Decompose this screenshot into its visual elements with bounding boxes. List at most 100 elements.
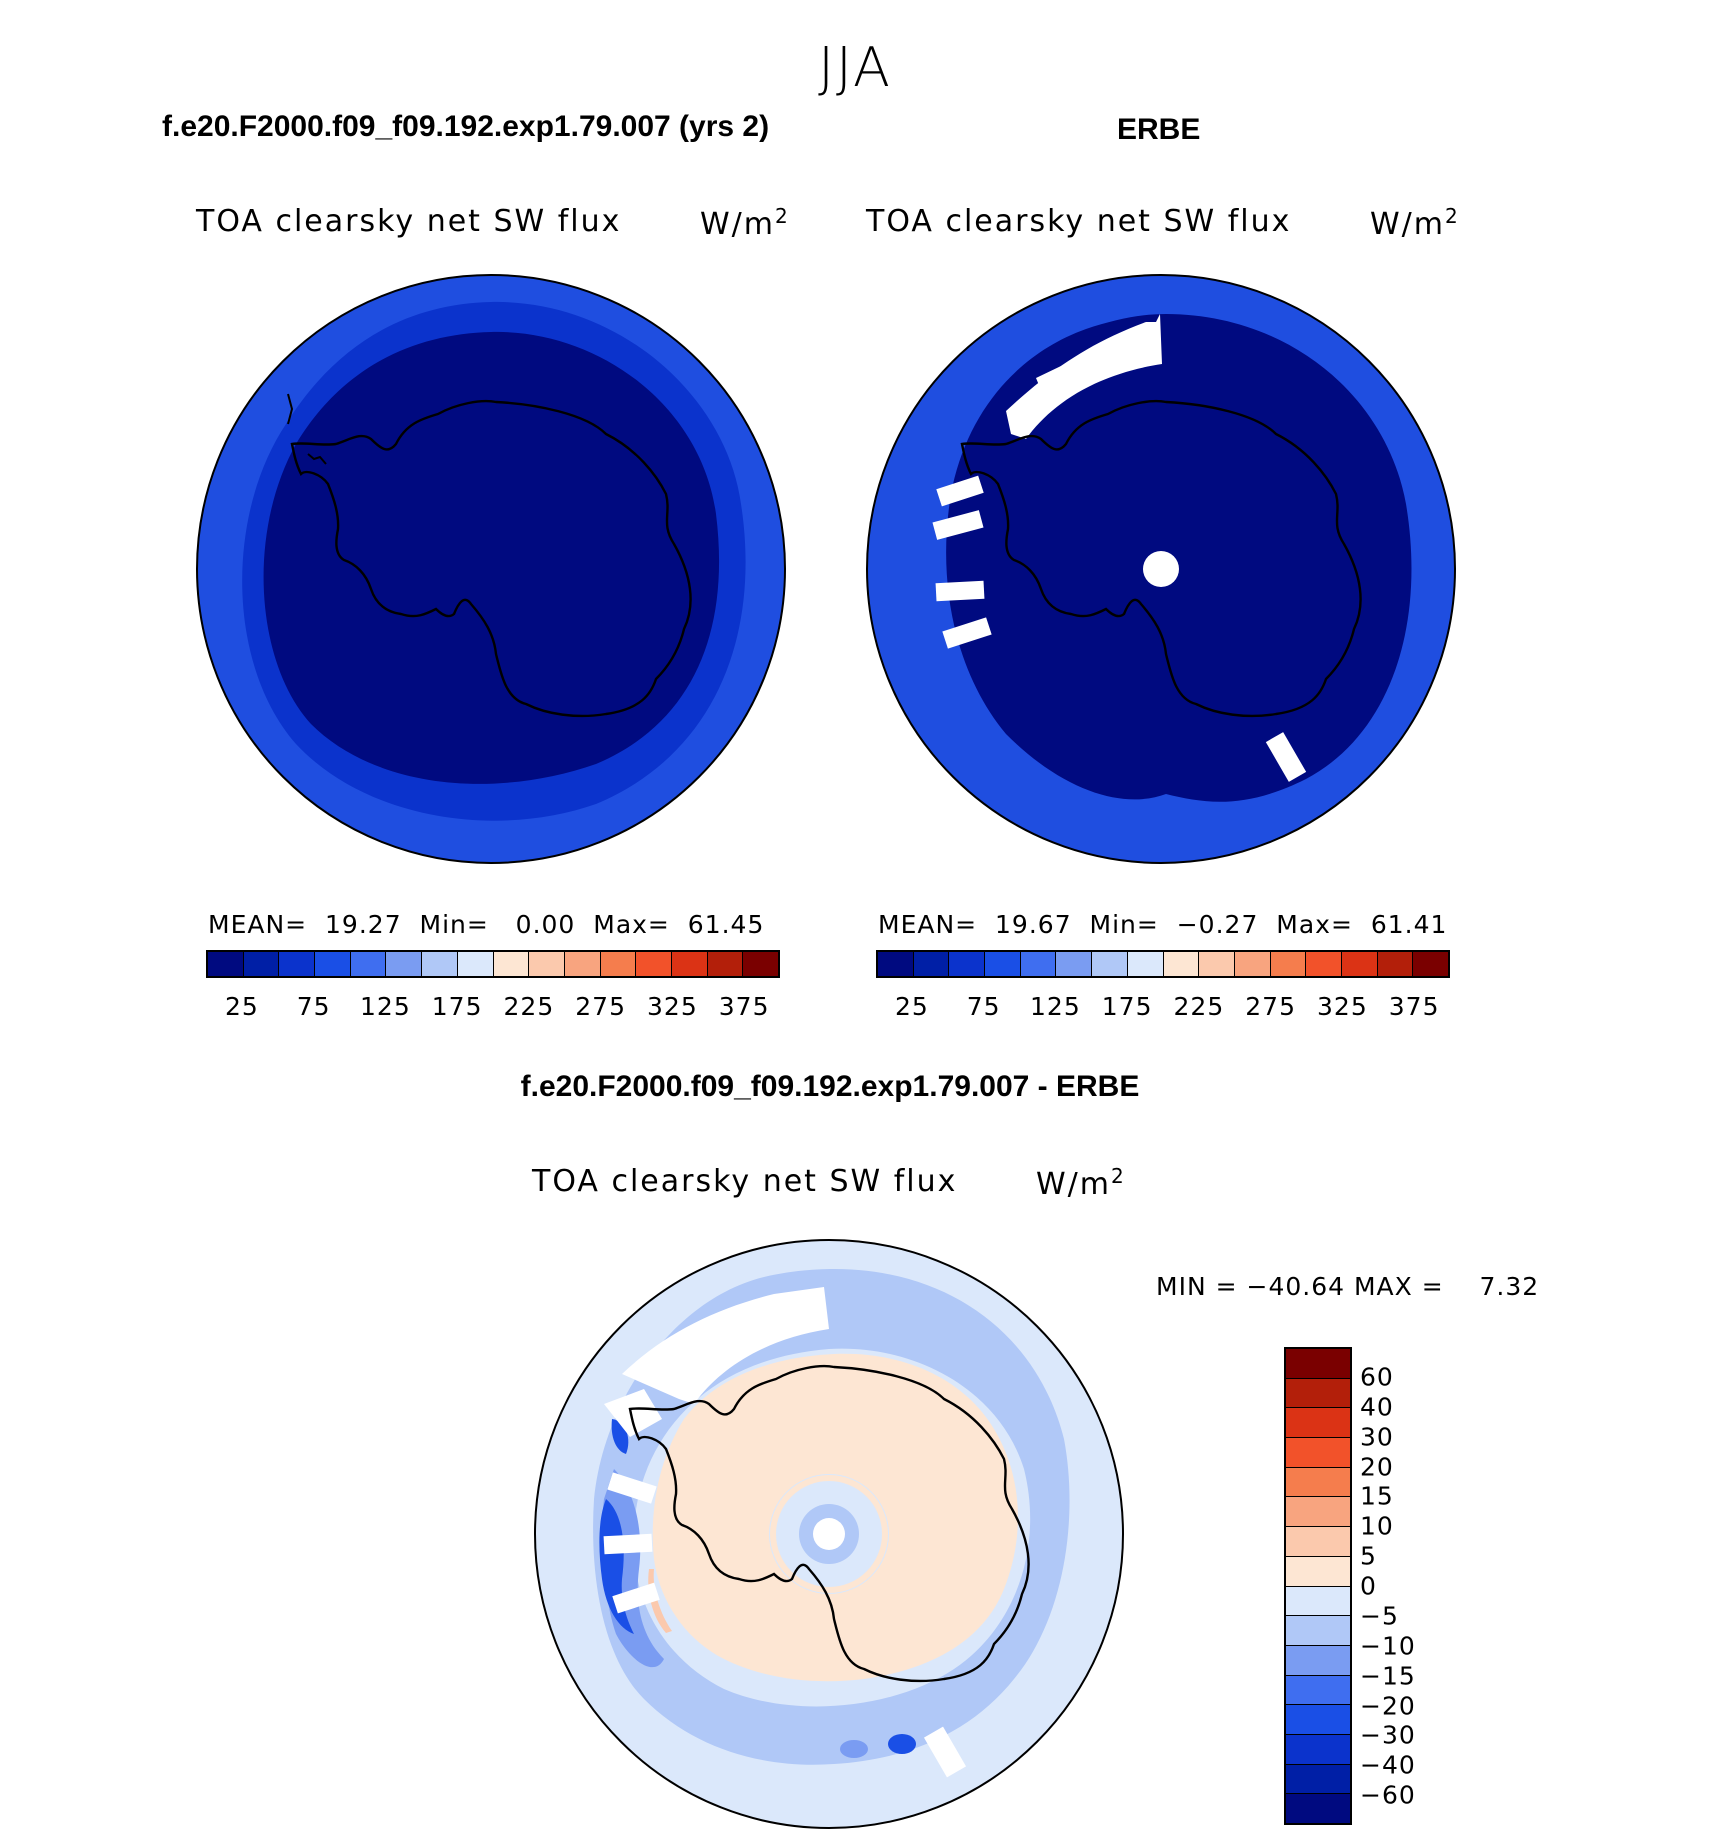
obs-panel-title: ERBE (1117, 113, 1201, 146)
colorbar-swatch (279, 952, 316, 976)
colorbar-tick-label: 125 (1030, 992, 1081, 1021)
colorbar-tick-label: −10 (1360, 1631, 1416, 1661)
colorbar-swatch (1286, 1378, 1350, 1409)
colorbar-tick-label: −60 (1360, 1780, 1416, 1810)
diff-variable-label: TOA clearsky net SW flux (532, 1164, 958, 1199)
colorbar-tick-label: 275 (575, 992, 626, 1021)
colorbar-swatch (1286, 1467, 1350, 1498)
colorbar-tick-label: 10 (1360, 1511, 1394, 1541)
colorbar-tick-label: 15 (1360, 1481, 1394, 1511)
colorbar-tick-label: 275 (1245, 992, 1296, 1021)
colorbar-swatch (208, 952, 244, 976)
colorbar-swatch (457, 952, 494, 976)
colorbar-tick-label: 325 (1317, 992, 1368, 1021)
colorbar-swatch (1341, 952, 1378, 976)
colorbar-tick-label: 125 (360, 992, 411, 1021)
colorbar-tick-label: 175 (431, 992, 483, 1021)
colorbar-swatch (529, 952, 565, 976)
colorbar-swatch (707, 952, 744, 976)
colorbar-swatch (1377, 952, 1414, 976)
season-title: JJA (818, 36, 892, 99)
colorbar-tick-label: 5 (1360, 1541, 1377, 1571)
colorbar-tick-label: −40 (1360, 1750, 1416, 1780)
colorbar-swatch (1056, 952, 1093, 976)
obs-variable-label: TOA clearsky net SW flux (866, 204, 1292, 239)
colorbar-tick-label: 60 (1360, 1362, 1394, 1392)
diff-polar-map (534, 1239, 1124, 1829)
colorbar-swatch (1286, 1349, 1350, 1379)
colorbar-swatch (493, 952, 530, 976)
colorbar-tick-label: 30 (1360, 1422, 1394, 1452)
colorbar-tick-label: 375 (1388, 992, 1440, 1021)
colorbar-tick-label: −20 (1360, 1691, 1416, 1720)
colorbar-tick-label: −30 (1360, 1720, 1416, 1750)
colorbar-swatch (1127, 952, 1164, 976)
colorbar-swatch (350, 952, 387, 976)
colorbar-swatch (1286, 1705, 1350, 1735)
model-coastline (290, 400, 692, 718)
obs-polar-map (866, 274, 1456, 864)
model-variable-label: TOA clearsky net SW flux (196, 204, 622, 239)
colorbar-swatch (1270, 952, 1307, 976)
diff-panel-title: f.e20.F2000.f09_f09.192.exp1.79.007 - ER… (520, 1070, 1140, 1103)
colorbar-swatch (1020, 952, 1057, 976)
colorbar-swatch (1286, 1616, 1350, 1646)
diff-missing-arc (622, 1287, 829, 1404)
colorbar-tick-label: 0 (1360, 1571, 1377, 1601)
obs-colorbar-ticks: 25 75 125 175 225 275 325 375 (876, 990, 1450, 1021)
colorbar-swatch (600, 952, 637, 976)
colorbar-swatch (1092, 952, 1128, 976)
colorbar-swatch (878, 952, 914, 976)
colorbar-swatch (1286, 1556, 1350, 1587)
colorbar-swatch (564, 952, 601, 976)
obs-unit-label: W/m2 (1370, 204, 1460, 242)
colorbar-swatch (315, 952, 351, 976)
colorbar-swatch (1286, 1497, 1350, 1528)
colorbar-swatch (949, 952, 986, 976)
colorbar-tick-label: 40 (1360, 1392, 1394, 1422)
diff-colorbar (1284, 1347, 1352, 1825)
obs-stats: MEAN= 19.67 Min= −0.27 Max= 61.41 (878, 910, 1448, 939)
colorbar-tick-label: 375 (718, 992, 770, 1021)
colorbar-tick-label: −15 (1360, 1661, 1416, 1691)
diff-colorbar-ticks: 60 40 30 20 15 10 5 0 −5 −10 −15 −20 −30 −40 −60 (1360, 1347, 1440, 1825)
colorbar-tick-label: 25 (224, 992, 259, 1021)
model-stats: MEAN= 19.27 Min= 0.00 Max= 61.45 (208, 910, 765, 939)
obs-coastline (960, 400, 1362, 718)
obs-missing-arc (1006, 314, 1162, 439)
model-interior-field (263, 331, 720, 784)
colorbar-tick-label: 75 (296, 992, 331, 1021)
colorbar-tick-label: 20 (1360, 1452, 1394, 1481)
colorbar-tick-label: 225 (503, 992, 555, 1021)
obs-pole-hole (1143, 551, 1179, 587)
model-colorbar (206, 950, 780, 978)
colorbar-swatch (1286, 1438, 1350, 1468)
colorbar-swatch (1163, 952, 1200, 976)
colorbar-swatch (1234, 952, 1271, 976)
obs-interior-field (946, 314, 1412, 802)
model-colorbar-ticks: 25 75 125 175 225 275 325 375 (206, 990, 780, 1021)
colorbar-swatch (1286, 1794, 1350, 1823)
colorbar-swatch (913, 952, 950, 976)
colorbar-tick-label: 75 (966, 992, 1001, 1021)
model-panel-title: f.e20.F2000.f09_f09.192.exp1.79.007 (yrs… (162, 110, 770, 143)
colorbar-swatch (671, 952, 708, 976)
colorbar-swatch (243, 952, 280, 976)
colorbar-swatch (1199, 952, 1235, 976)
colorbar-swatch (743, 952, 778, 976)
colorbar-swatch (1286, 1408, 1350, 1439)
colorbar-swatch (1413, 952, 1448, 976)
colorbar-swatch (1286, 1764, 1350, 1795)
colorbar-tick-label: 25 (894, 992, 929, 1021)
colorbar-swatch (985, 952, 1021, 976)
model-polar-map (196, 274, 786, 864)
colorbar-swatch (1306, 952, 1342, 976)
obs-colorbar (876, 950, 1450, 978)
colorbar-swatch (386, 952, 423, 976)
colorbar-swatch (636, 952, 672, 976)
colorbar-tick-label: 175 (1101, 992, 1153, 1021)
model-unit-label: W/m2 (700, 204, 790, 242)
colorbar-swatch (422, 952, 458, 976)
diff-minmax: MIN = −40.64 MAX = 7.32 (1156, 1272, 1540, 1301)
colorbar-swatch (1286, 1586, 1350, 1617)
